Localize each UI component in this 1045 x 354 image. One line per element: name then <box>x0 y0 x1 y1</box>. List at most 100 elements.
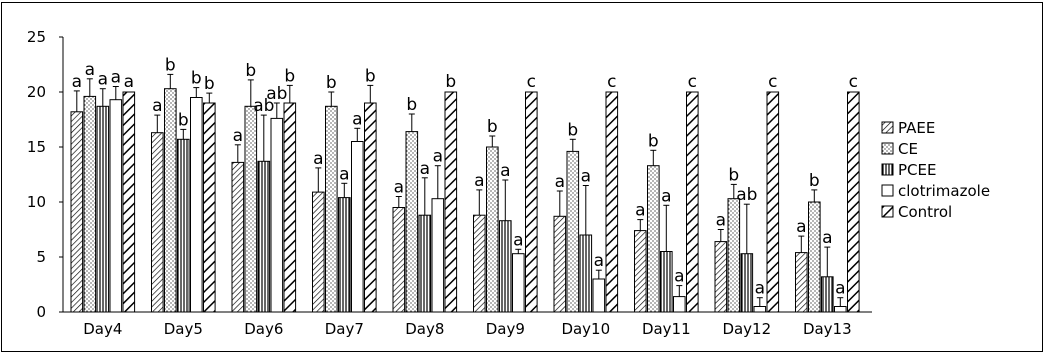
y-tick-label: 10 <box>27 193 46 211</box>
significance-label: b <box>487 117 498 137</box>
bar-ce <box>405 131 419 313</box>
x-tick-label: Day4 <box>83 320 122 338</box>
significance-label: a <box>474 171 484 191</box>
bar-pcee <box>499 220 512 313</box>
bar-clotrimazole <box>351 141 364 313</box>
x-tick-label: Day7 <box>325 320 364 338</box>
x-tick-label: Day12 <box>722 320 771 338</box>
significance-label: a <box>822 228 832 248</box>
significance-label: a <box>85 60 95 80</box>
significance-label: b <box>445 72 456 92</box>
bar-control <box>525 91 538 313</box>
significance-label: a <box>755 279 765 299</box>
significance-label: a <box>352 109 362 129</box>
significance-label: b <box>204 74 215 94</box>
bar-control <box>847 91 860 313</box>
legend-swatch-ce <box>881 142 894 155</box>
significance-label: a <box>394 178 404 198</box>
x-tick-label: Day11 <box>642 320 691 338</box>
y-tick-label: 25 <box>27 28 46 46</box>
bar-clotrimazole <box>673 296 686 313</box>
significance-label: b <box>406 95 417 115</box>
bar-clotrimazole <box>431 198 445 313</box>
y-tick-label: 20 <box>27 83 46 101</box>
significance-label: b <box>284 66 295 86</box>
bar-ce <box>566 150 580 313</box>
bar-control <box>766 91 780 313</box>
significance-label: a <box>152 96 162 116</box>
significance-label: a <box>433 147 443 167</box>
significance-label: a <box>72 72 82 92</box>
x-tick-label: Day8 <box>405 320 444 338</box>
significance-label: a <box>233 126 243 146</box>
bar-ce <box>808 201 821 313</box>
y-tick-label: 5 <box>36 248 46 266</box>
significance-label: b <box>809 171 820 191</box>
legend-swatch-control <box>881 205 894 218</box>
legend-label-ce: CE <box>898 140 918 158</box>
significance-label: a <box>500 161 510 181</box>
bar-clotrimazole <box>834 306 847 313</box>
significance-label: a <box>420 159 430 179</box>
bar-pcee <box>338 197 351 313</box>
bar-clotrimazole <box>270 117 284 313</box>
bar-ce <box>727 198 741 313</box>
bar-clotrimazole <box>592 278 606 313</box>
bar-pcee <box>579 234 593 313</box>
x-tick-label: Day5 <box>164 320 203 338</box>
bar-pcee <box>418 214 432 313</box>
bar-ce <box>325 105 338 313</box>
bar-control <box>686 91 699 313</box>
bar-paee <box>70 111 84 313</box>
significance-label: a <box>796 217 806 237</box>
significance-label: b <box>165 55 176 75</box>
significance-label: b <box>728 165 739 185</box>
legend-swatch-clotrimazole <box>881 184 894 197</box>
significance-label: c <box>688 72 697 92</box>
significance-label: b <box>326 73 337 93</box>
significance-label: a <box>716 211 726 231</box>
legend-swatch-paee <box>881 121 894 134</box>
legend: PAEE CE PCEE clotrimazole Control <box>881 119 990 221</box>
significance-label: a <box>98 70 108 90</box>
bar-pcee <box>660 251 673 313</box>
bar-control <box>122 91 136 313</box>
significance-label: a <box>635 201 645 221</box>
legend-label-paee: PAEE <box>898 119 935 137</box>
bar-pcee <box>96 105 110 313</box>
significance-label: b <box>648 131 659 151</box>
bar-ce <box>647 165 660 313</box>
x-tick-label: Day6 <box>244 320 283 338</box>
significance-label: b <box>365 66 376 86</box>
bar-paee <box>795 252 808 313</box>
significance-label: b <box>245 61 256 81</box>
bar-paee <box>714 241 728 313</box>
bar-clotrimazole <box>512 253 525 313</box>
significance-label: c <box>607 72 616 92</box>
bar-paee <box>312 191 325 313</box>
bar-ce <box>164 88 177 313</box>
bar-paee <box>392 207 406 313</box>
bar-ce <box>244 105 258 313</box>
significance-label: ab <box>736 185 757 205</box>
x-tick-label: Day10 <box>561 320 610 338</box>
significance-label: a <box>513 230 523 250</box>
bar-ce <box>83 95 97 313</box>
bar-control <box>444 91 458 313</box>
x-tick-label: Day9 <box>486 320 525 338</box>
significance-label: a <box>111 68 121 88</box>
bar-paee <box>634 230 647 313</box>
significance-label: ab <box>253 96 274 116</box>
significance-label: b <box>567 120 578 140</box>
significance-label: a <box>339 164 349 184</box>
legend-swatch-pcee <box>881 163 894 176</box>
bar-control <box>364 102 377 313</box>
bar-pcee <box>177 138 190 313</box>
bar-paee <box>151 132 164 313</box>
legend-label-pcee: PCEE <box>898 161 936 179</box>
bar-control <box>203 102 216 313</box>
significance-label: b <box>191 69 202 89</box>
legend-label-control: Control <box>898 203 952 221</box>
y-tick-label: 0 <box>36 303 46 321</box>
